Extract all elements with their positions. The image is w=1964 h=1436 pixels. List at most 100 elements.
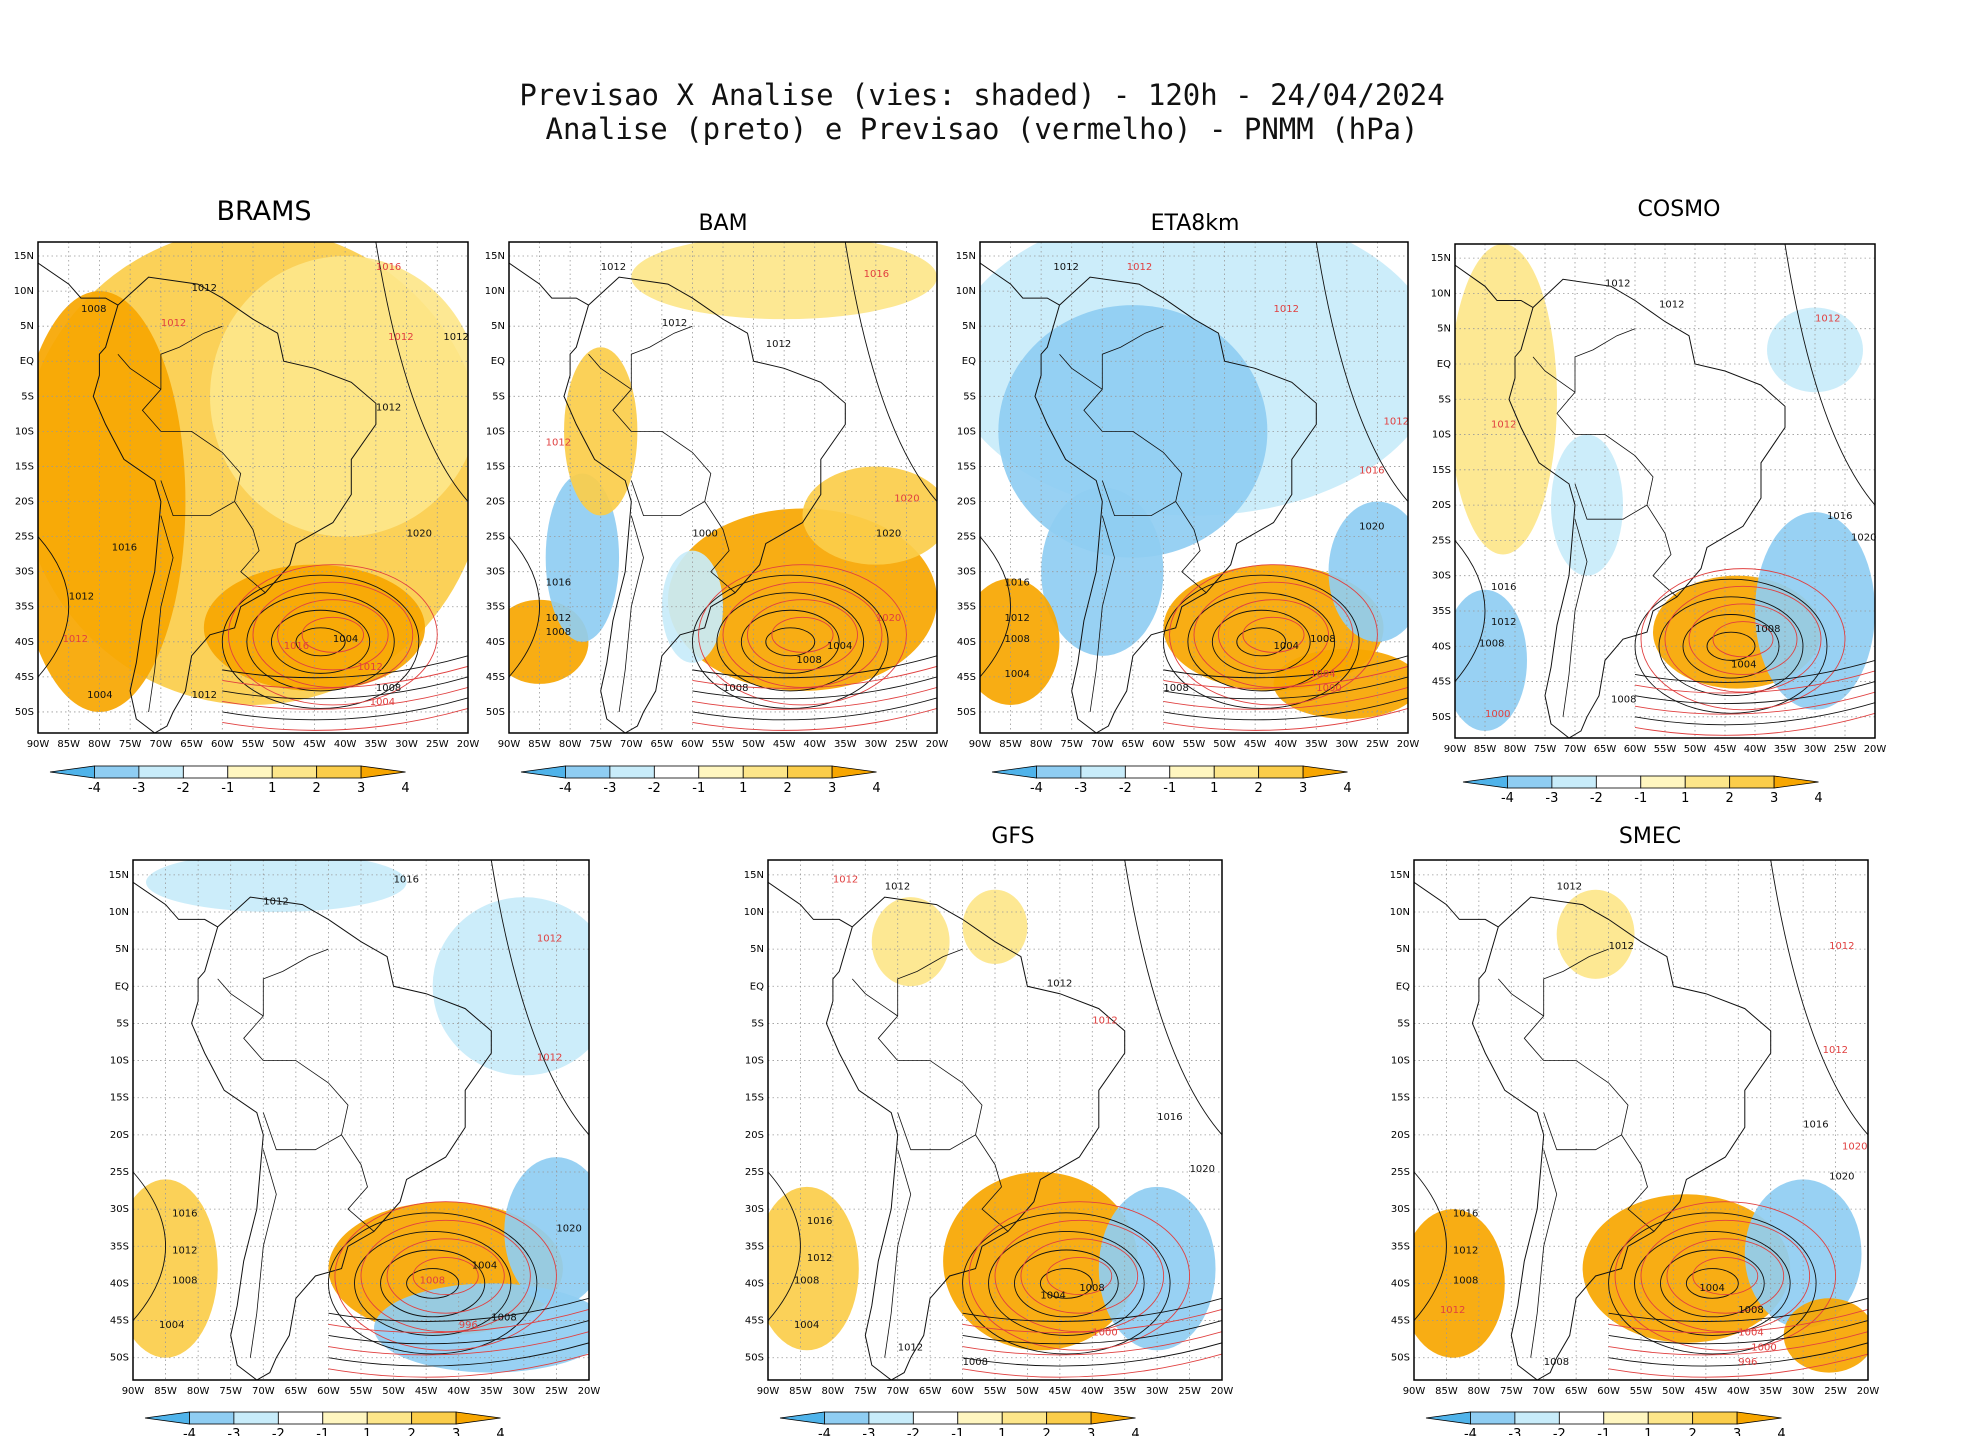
colorbar-label: 1 <box>1681 791 1689 806</box>
analysis-isobar <box>375 242 468 502</box>
bias-shading <box>133 860 589 1380</box>
y-tick-label: 25S <box>15 532 34 543</box>
colorbar-segment <box>1603 1411 1649 1425</box>
forecast-isobar <box>1242 616 1305 653</box>
analysis-isobar <box>327 1212 538 1355</box>
central-america-outline <box>509 262 589 306</box>
forecast-isobar <box>1688 603 1798 675</box>
y-tick-label: 15S <box>745 1093 764 1104</box>
y-tick-label: 45S <box>15 672 34 683</box>
isobar-label: 1004 <box>1310 669 1335 680</box>
colorbar-label: 1 <box>1210 781 1218 796</box>
country-border <box>1089 515 1115 713</box>
forecast-isobar <box>1020 1238 1139 1314</box>
country-border <box>117 353 162 390</box>
colorbar-label: 3 <box>357 781 365 796</box>
southern-isobar <box>1163 665 1408 689</box>
isobar-label: 1016 <box>1453 1209 1478 1220</box>
colorbar-segment <box>698 765 744 779</box>
grid <box>38 242 468 733</box>
southern-isobar <box>1634 659 1875 683</box>
y-tick-label: 45S <box>957 672 976 683</box>
isobars <box>38 242 468 731</box>
isobar-label: 1000 <box>1316 683 1341 694</box>
x-tick-label: 70W <box>886 1386 909 1397</box>
y-tick-label: EQ <box>1437 359 1451 370</box>
isobar-label: 1000 <box>1485 709 1510 720</box>
y-tick-label: 30S <box>486 567 505 578</box>
bias-region <box>1455 589 1527 731</box>
isobar-label: 1012 <box>1557 882 1582 893</box>
y-tick-label: 50S <box>1432 712 1451 723</box>
x-tick-label: 50W <box>1662 1386 1685 1397</box>
x-tick-label: 35W <box>1305 739 1328 750</box>
isobar-label: 1004 <box>370 697 395 708</box>
bias-region <box>146 860 407 912</box>
y-tick-label: EQ <box>1396 981 1410 992</box>
colorbar-arrow-right <box>1736 1411 1782 1425</box>
isobar-label: 1012 <box>1047 978 1072 989</box>
colorbar-arrow-right <box>455 1411 501 1425</box>
central-america-outline <box>1455 264 1534 308</box>
isobar-label: 1016 <box>172 1209 197 1220</box>
country-border <box>341 1134 375 1232</box>
analysis-isobar <box>1187 592 1336 692</box>
isobar-label: 1016 <box>394 874 419 885</box>
southern-isobar <box>962 1342 1222 1367</box>
colorbar-label: -4 <box>1030 781 1043 796</box>
x-tick-label: 80W <box>559 739 582 750</box>
southern-isobar <box>1163 655 1408 679</box>
southern-isobar <box>222 686 468 710</box>
southern-isobar <box>328 1308 589 1334</box>
coastline <box>38 262 377 733</box>
colorbar-arrow-right <box>1302 765 1348 779</box>
colorbar-label: -3 <box>227 1427 240 1436</box>
colorbar-segment <box>1551 775 1597 789</box>
y-tick-label: 15S <box>486 461 505 472</box>
analysis-isobar <box>988 1230 1145 1336</box>
isobar-label: 1000 <box>1092 1327 1117 1338</box>
analysis-isobar <box>1706 631 1756 661</box>
colorbar-segment <box>1258 765 1304 779</box>
colorbar-segment <box>316 765 362 779</box>
isobar-label: 1012 <box>1004 613 1029 624</box>
colorbar-label: 2 <box>1255 781 1263 796</box>
isobar-label: 1016 <box>864 269 889 280</box>
y-tick-label: 50S <box>486 707 505 718</box>
colorbar-label: -4 <box>183 1427 196 1436</box>
forecast-isobar <box>722 581 883 688</box>
southern-isobar <box>962 1353 1222 1378</box>
y-tick-label: 15S <box>1391 1093 1410 1104</box>
y-tick-label: 50S <box>110 1353 129 1364</box>
isobar-label: 1012 <box>1605 278 1630 289</box>
map-frame <box>1413 859 1869 1381</box>
south-america-outline <box>825 896 1126 1380</box>
y-tick-label: 5S <box>963 391 976 402</box>
y-tick-label: 5N <box>20 321 34 332</box>
colorbar-label: -1 <box>692 781 705 796</box>
colorbar-segment <box>138 765 184 779</box>
south-america-outline <box>1471 896 1772 1380</box>
isobar-label: 1012 <box>376 402 401 413</box>
colorbar-segment <box>1595 775 1642 789</box>
colorbar-label: 4 <box>496 1427 504 1436</box>
colorbar: -4 -3 -2 -1 1 2 3 4 <box>144 1411 505 1436</box>
x-tick-label: 40W <box>447 1386 470 1397</box>
x-tick-label: 85W <box>789 1386 812 1397</box>
isobar-label: 1012 <box>1440 1305 1465 1316</box>
isobar-label: 996 <box>459 1320 478 1331</box>
x-tick-label: 55W <box>1630 1386 1653 1397</box>
x-tick-label: 45W <box>1049 1386 1072 1397</box>
colorbar-label: -3 <box>132 781 145 796</box>
map-frame <box>767 859 1223 1381</box>
analysis-isobar <box>980 536 1012 678</box>
colorbar-segment <box>1640 775 1686 789</box>
isobar-label: 1012 <box>1823 1045 1848 1056</box>
x-tick-label: 30W <box>1792 1386 1815 1397</box>
country-border <box>884 1149 912 1358</box>
x-tick-label: 50W <box>1213 739 1236 750</box>
y-tick-label: 10N <box>485 286 505 297</box>
colorbar-segment <box>1470 1411 1516 1425</box>
isobar-label: 1012 <box>537 1053 562 1064</box>
analysis-isobar <box>1784 244 1875 506</box>
